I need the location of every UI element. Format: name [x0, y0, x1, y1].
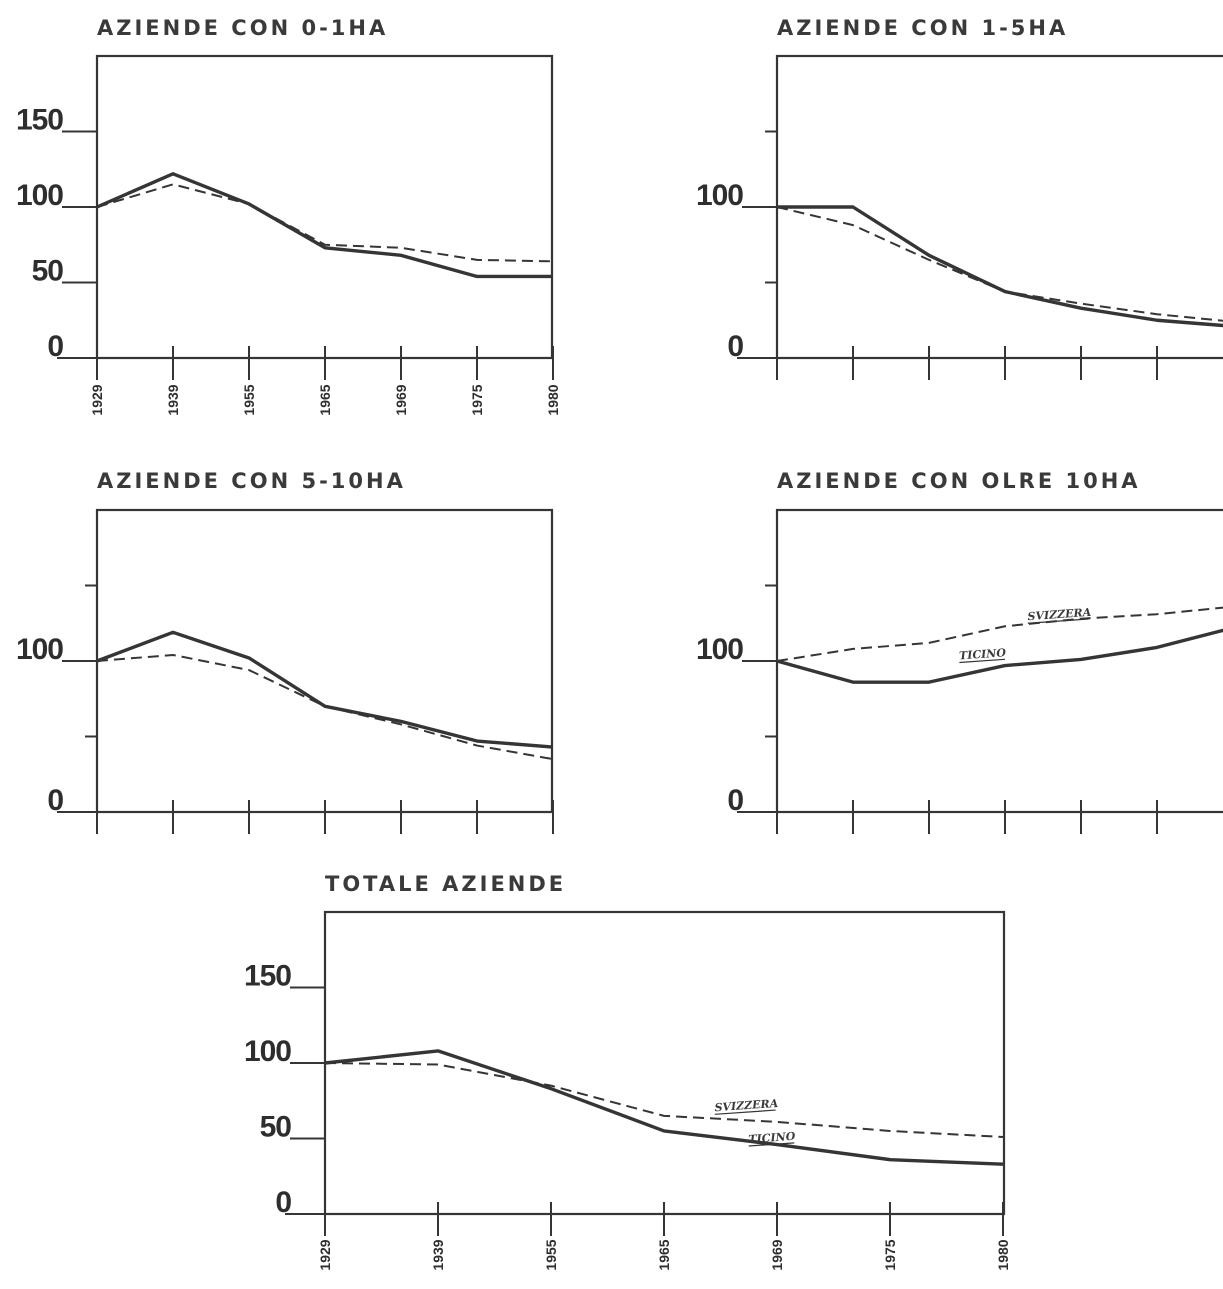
series-line-solid — [777, 205, 1223, 328]
series-line-solid — [96, 630, 554, 749]
chart-title: AZIENDE CON 5-10HA — [97, 469, 406, 493]
y-tick-label: 150 — [244, 960, 291, 993]
x-tick-label: 1939 — [430, 1239, 446, 1270]
chart-panel-5: TOTALE AZIENDE 0 50 100 150 1929 1939 1955 1965 1… — [244, 872, 1011, 1271]
y-tick-label: 150 — [16, 104, 63, 137]
series-line-solid — [776, 628, 1223, 684]
x-tick-label: 1965 — [317, 384, 333, 415]
series-line-solid — [96, 172, 553, 279]
y-tick-label: 0 — [727, 330, 743, 363]
chart-panel-3: AZIENDE CON 5-10HA 0 100 — [16, 469, 554, 834]
y-tick-label: 100 — [244, 1035, 291, 1068]
y-tick-label: 0 — [275, 1186, 291, 1219]
series-line-dashed — [776, 206, 1223, 322]
y-tick-label: 0 — [47, 784, 63, 817]
x-tick-label: 1975 — [469, 384, 485, 415]
x-tick-label: 1969 — [769, 1239, 785, 1270]
chart-panel-4: AZIENDE CON OLRE 10HA 0 100 SVIZZERA TICINO — [696, 469, 1223, 834]
x-tick-label: 1965 — [656, 1239, 672, 1270]
plot-frame — [95, 54, 554, 360]
annotation-underline — [748, 1142, 795, 1147]
x-tick-label: 1955 — [241, 384, 257, 415]
chart-panel-2: AZIENDE CON 1-5HA 0 100 — [696, 16, 1223, 380]
series-line-solid — [324, 1049, 1004, 1166]
chart-title: AZIENDE CON OLRE 10HA — [777, 469, 1141, 493]
plot-frame — [775, 508, 1223, 814]
series-annotation: TICINO — [748, 1130, 796, 1146]
y-tick-label: 50 — [260, 1111, 292, 1144]
x-tick-label: 1980 — [995, 1239, 1011, 1270]
chart-title: TOTALE AZIENDE — [325, 872, 566, 896]
series-line-dashed — [96, 653, 554, 761]
x-tick-label: 1980 — [545, 384, 561, 415]
series-annotation: SVIZZERA — [1027, 606, 1092, 623]
x-tick-label: 1975 — [882, 1239, 898, 1270]
x-tick-label: 1955 — [543, 1239, 559, 1270]
plot-frame — [95, 508, 554, 814]
annotation-underline — [714, 1109, 776, 1115]
series-line-dashed — [96, 183, 554, 263]
y-tick-label: 0 — [727, 784, 743, 817]
x-tick-label: 1929 — [317, 1239, 333, 1270]
chart-panel-1: AZIENDE CON 0-1HA 0 50 100 150 1929 1939 1955 19… — [16, 16, 561, 416]
annotation-underline — [959, 658, 1006, 664]
annotation-underline — [1027, 618, 1089, 624]
x-tick-label: 1969 — [393, 384, 409, 415]
series-line-dashed — [776, 606, 1223, 662]
chart-title: AZIENDE CON 0-1HA — [97, 16, 388, 40]
y-tick-label: 100 — [696, 633, 743, 666]
plot-frame — [323, 910, 1006, 1216]
y-tick-label: 0 — [47, 330, 63, 363]
x-tick-label: 1939 — [165, 384, 181, 415]
y-tick-label: 100 — [16, 633, 63, 666]
series-line-dashed — [324, 1062, 1004, 1138]
y-tick-label: 50 — [32, 255, 64, 288]
series-annotation: TICINO — [959, 646, 1007, 662]
x-tick-label: 1929 — [89, 384, 105, 415]
chart-title: AZIENDE CON 1-5HA — [777, 16, 1068, 40]
y-tick-label: 100 — [16, 179, 63, 212]
series-annotation: SVIZZERA — [714, 1097, 779, 1114]
y-tick-label: 100 — [696, 179, 743, 212]
